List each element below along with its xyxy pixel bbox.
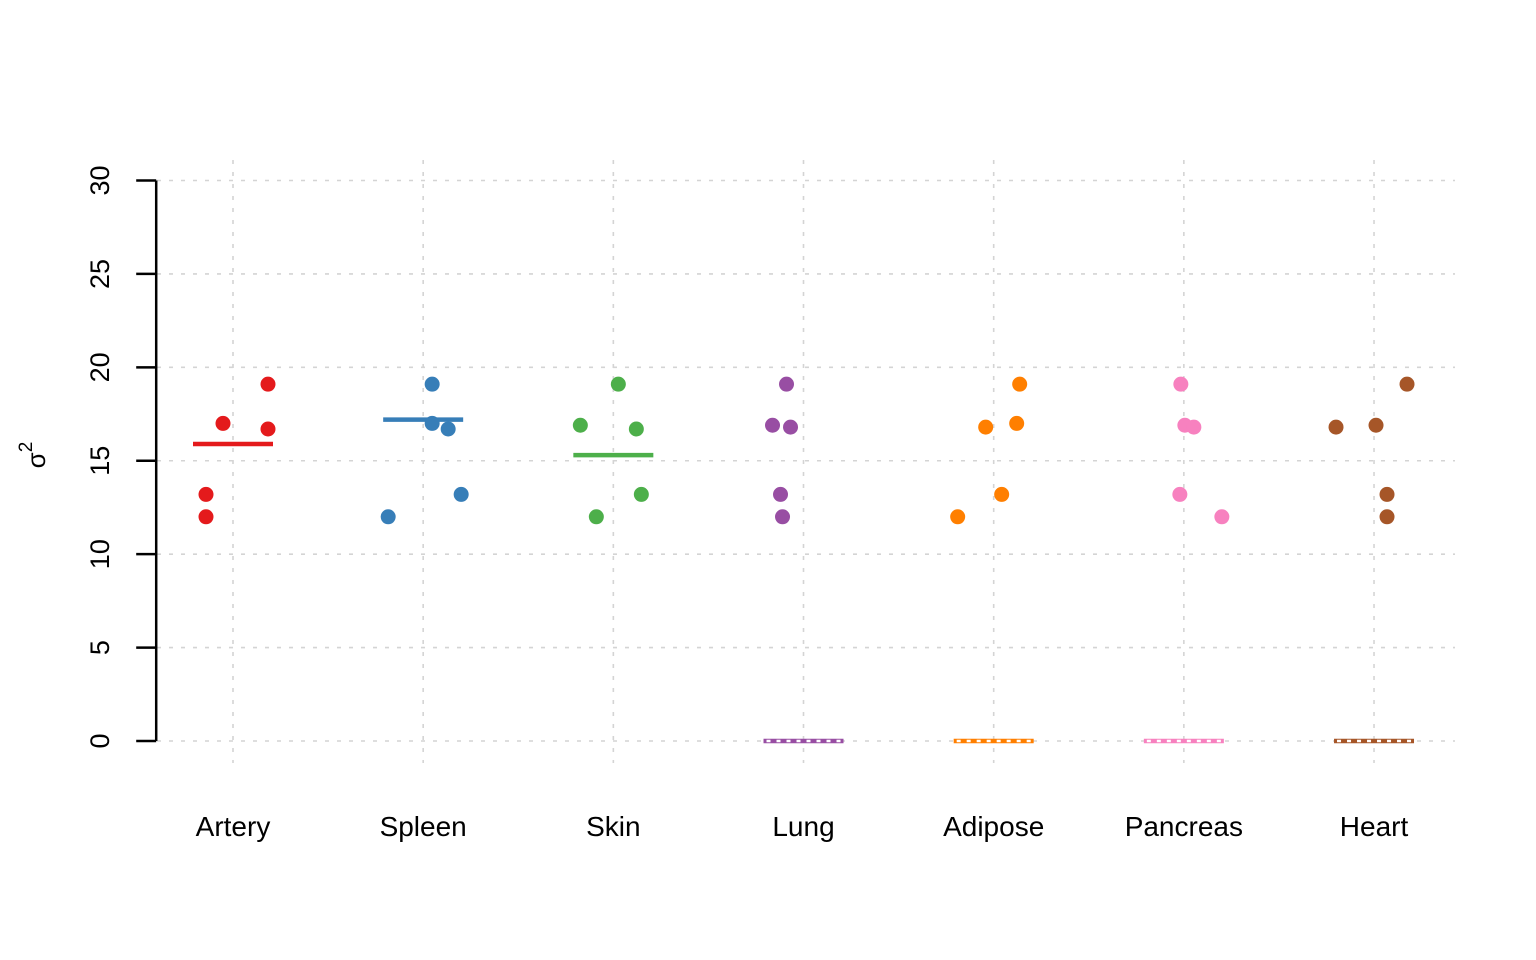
data-point	[950, 509, 966, 525]
data-point	[453, 486, 469, 502]
data-point	[380, 509, 396, 525]
data-point	[260, 376, 276, 392]
data-point	[1379, 486, 1395, 502]
data-point	[215, 415, 231, 431]
data-point	[1012, 376, 1028, 392]
data-point	[779, 376, 795, 392]
y-axis-label: σ2	[16, 442, 52, 469]
data-point	[198, 509, 214, 525]
data-point	[1186, 419, 1202, 435]
data-point	[572, 417, 588, 433]
x-category-label: Artery	[196, 811, 271, 842]
data-point	[1368, 417, 1384, 433]
y-tick-label: 25	[85, 259, 115, 289]
data-point	[1173, 376, 1189, 392]
y-tick-label: 30	[85, 165, 115, 195]
data-point	[775, 509, 791, 525]
y-tick-label: 20	[85, 352, 115, 382]
y-tick-label: 10	[85, 539, 115, 569]
y-tick-label: 0	[85, 733, 115, 748]
data-point	[1328, 419, 1344, 435]
x-category-label: Spleen	[380, 811, 467, 842]
data-point	[633, 486, 649, 502]
data-point	[1214, 509, 1230, 525]
x-category-label: Lung	[772, 811, 834, 842]
x-category-label: Skin	[586, 811, 640, 842]
data-point	[994, 486, 1010, 502]
data-point	[1379, 509, 1395, 525]
data-point	[424, 415, 440, 431]
y-tick-label: 5	[85, 640, 115, 655]
x-category-label: Pancreas	[1125, 811, 1243, 842]
data-point	[424, 376, 440, 392]
data-point	[588, 509, 604, 525]
data-point	[773, 486, 789, 502]
data-point	[783, 419, 799, 435]
data-point	[260, 421, 276, 437]
data-point	[765, 417, 781, 433]
data-point	[1399, 376, 1415, 392]
x-category-label: Heart	[1340, 811, 1409, 842]
data-point	[1009, 415, 1025, 431]
x-category-label: Adipose	[943, 811, 1044, 842]
data-point	[1172, 486, 1188, 502]
data-point	[440, 421, 456, 437]
data-point	[198, 486, 214, 502]
data-point	[978, 419, 994, 435]
y-tick-label: 15	[85, 446, 115, 476]
data-point	[610, 376, 626, 392]
data-point	[628, 421, 644, 437]
